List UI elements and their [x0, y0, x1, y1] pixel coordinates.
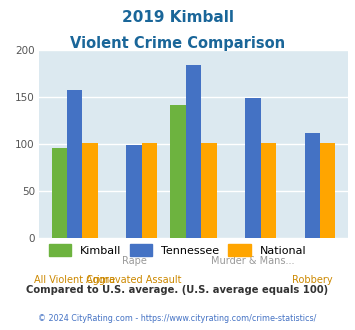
Text: All Violent Crime: All Violent Crime [34, 275, 115, 285]
Bar [186, 65, 201, 238]
Bar [201, 143, 217, 238]
Text: Robbery: Robbery [292, 275, 333, 285]
Bar [51, 148, 67, 238]
Text: Violent Crime Comparison: Violent Crime Comparison [70, 36, 285, 51]
Bar [142, 143, 157, 238]
Bar [320, 143, 335, 238]
Legend: Kimball, Tennessee, National: Kimball, Tennessee, National [44, 240, 311, 260]
Bar [245, 98, 261, 238]
Text: Rape: Rape [122, 256, 147, 266]
Bar [170, 105, 186, 238]
Text: 2019 Kimball: 2019 Kimball [121, 10, 234, 25]
Bar [261, 143, 276, 238]
Bar [305, 133, 320, 238]
Text: Aggravated Assault: Aggravated Assault [86, 275, 182, 285]
Bar [126, 146, 142, 238]
Bar [67, 90, 82, 238]
Bar [82, 143, 98, 238]
Text: © 2024 CityRating.com - https://www.cityrating.com/crime-statistics/: © 2024 CityRating.com - https://www.city… [38, 314, 317, 323]
Text: Compared to U.S. average. (U.S. average equals 100): Compared to U.S. average. (U.S. average … [26, 285, 329, 295]
Text: Murder & Mans...: Murder & Mans... [211, 256, 295, 266]
